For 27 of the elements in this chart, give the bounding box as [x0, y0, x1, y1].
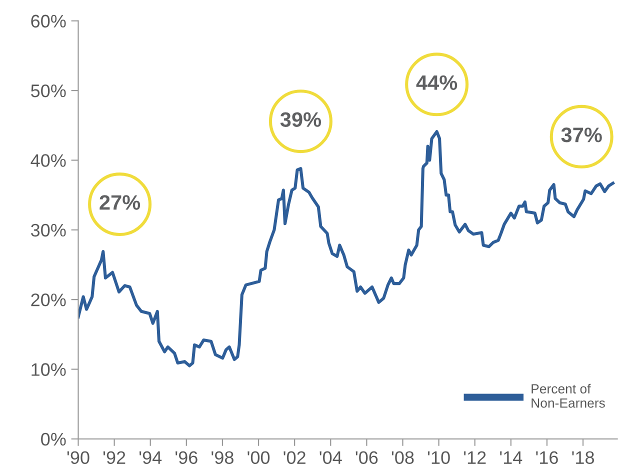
- y-tick-label: 10%: [32, 363, 66, 376]
- y-tick-label: 30%: [30, 224, 66, 237]
- x-tick-label: '94: [140, 451, 162, 464]
- x-tick-label: '98: [212, 451, 234, 464]
- x-tick-label: '00: [248, 451, 270, 464]
- y-tick-label: 50%: [31, 84, 66, 98]
- y-tick-label: 0%: [41, 432, 66, 446]
- x-tick-label: '14: [500, 451, 522, 464]
- x-tick-label: '04: [320, 451, 342, 464]
- x-tick-label: '96: [176, 451, 198, 464]
- y-tick-label: 40%: [30, 154, 66, 167]
- legend-label: Percent of Non-Earners: [532, 384, 605, 408]
- x-tick-label: '12: [464, 451, 486, 464]
- y-tick-label: 20%: [31, 294, 66, 306]
- annotation: 44%: [416, 75, 458, 90]
- x-tick-label: '10: [428, 451, 450, 464]
- annotation: 37%: [561, 128, 602, 142]
- x-tick-label: '18: [572, 451, 594, 464]
- y-tick-label: 60%: [31, 14, 66, 28]
- annotation: 27%: [100, 195, 140, 210]
- x-tick-label: '92: [103, 451, 126, 464]
- annotation: 39%: [280, 112, 322, 127]
- x-tick-label: '90: [67, 451, 90, 464]
- x-tick-label: '08: [392, 451, 414, 464]
- x-tick-label: '16: [536, 451, 558, 464]
- x-tick-label: '02: [284, 451, 306, 464]
- x-tick-label: '06: [356, 451, 378, 464]
